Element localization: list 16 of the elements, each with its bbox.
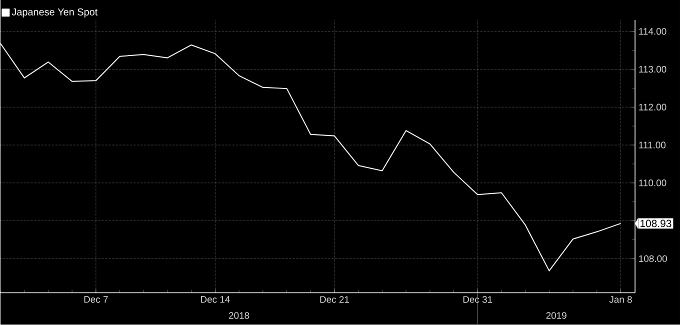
x-tick-label: Jan 8 (609, 296, 632, 303)
x-tick-label: Dec 21 (320, 296, 349, 303)
text: 2019 (546, 312, 566, 319)
text: 2018 (229, 312, 250, 319)
y-tick-label: 113.00 (639, 66, 666, 73)
y-tick-label: 114.00 (639, 28, 666, 35)
y-tick-label: 112.00 (639, 104, 666, 111)
y-tick-label: 108.00 (639, 255, 667, 262)
x-tick-label: Dec 7 (84, 296, 108, 303)
line-series (0, 43, 622, 272)
data-label: 108.93 (640, 220, 672, 228)
y-tick-label: 111.00 (639, 142, 666, 148)
legend-label: Japanese Yen Spot (12, 8, 98, 18)
x-tick-label: Dec 31 (463, 296, 492, 303)
y-tick-label: 110.00 (639, 180, 666, 186)
x-tick-label: Dec 14 (200, 296, 230, 303)
